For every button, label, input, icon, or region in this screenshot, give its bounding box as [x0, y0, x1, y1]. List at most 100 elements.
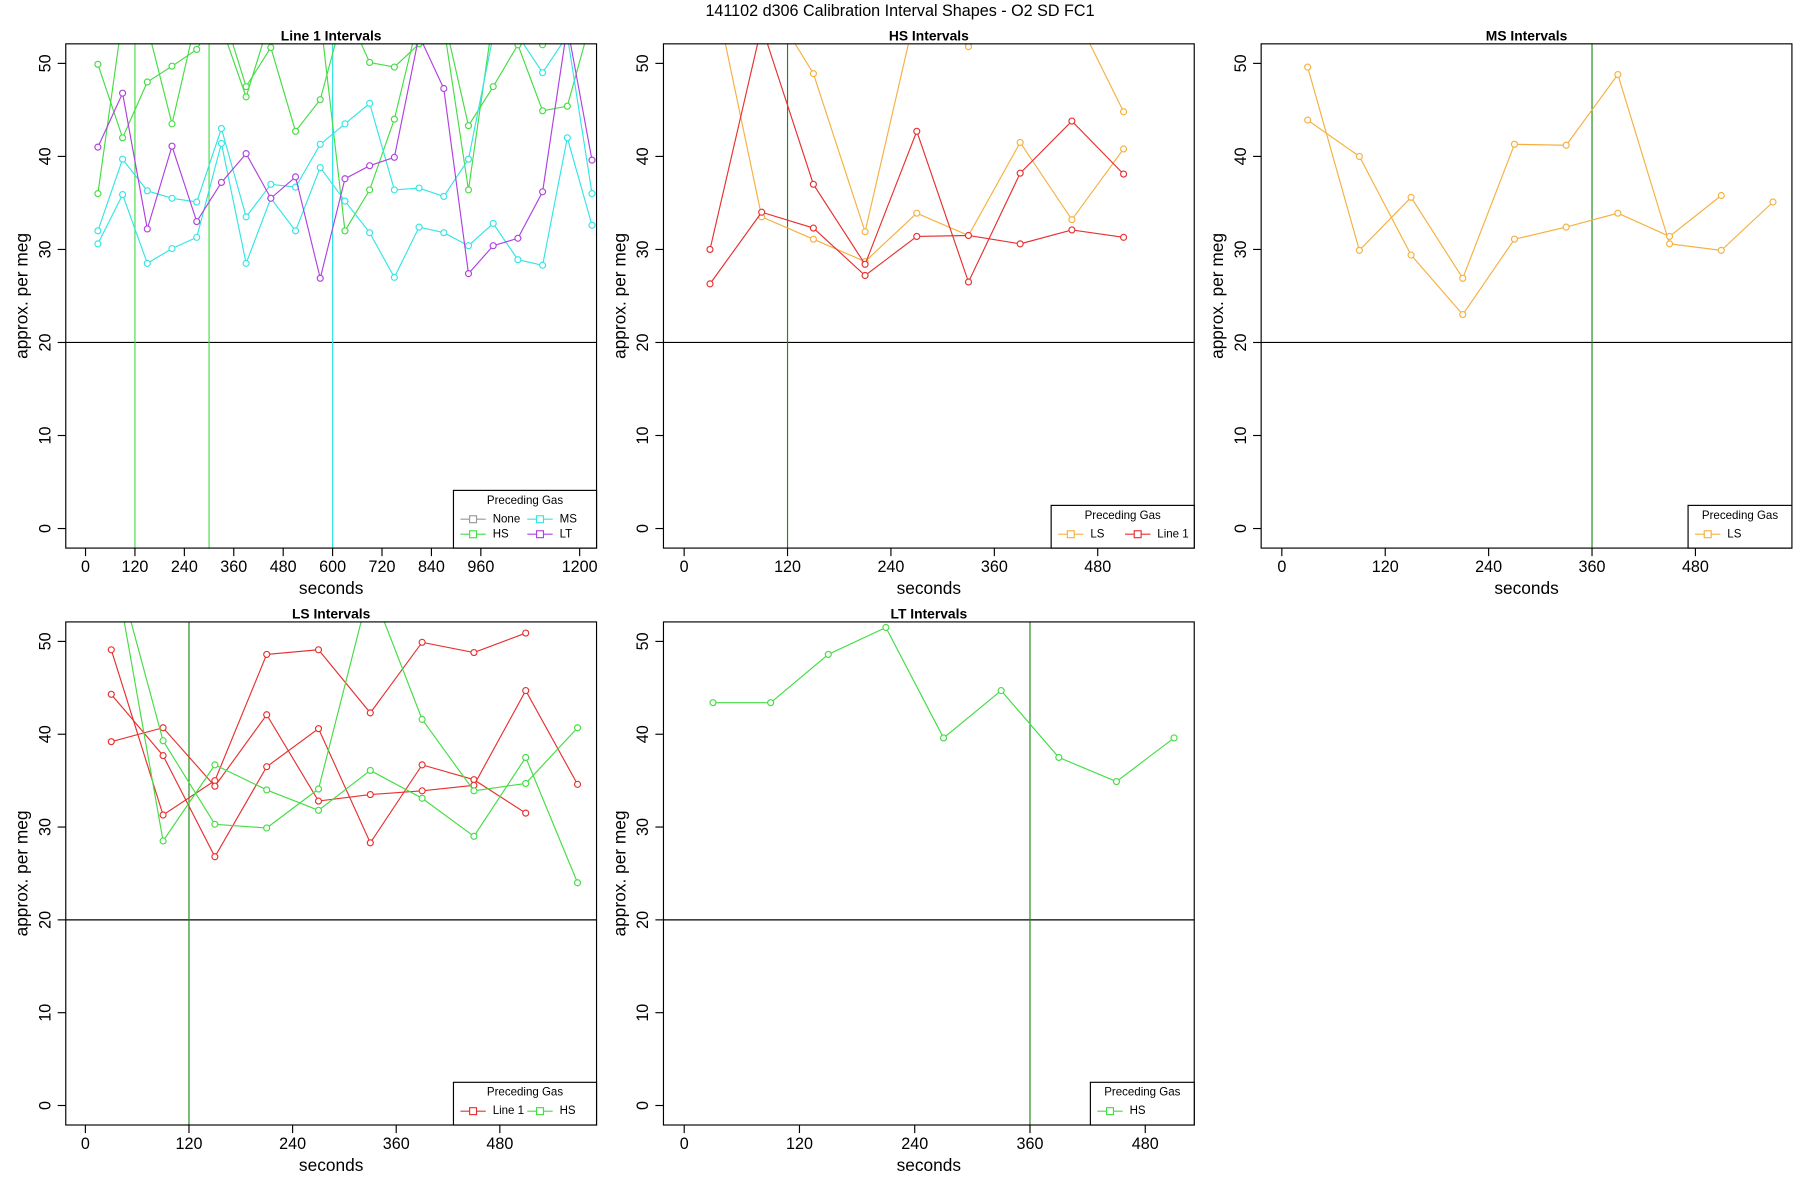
data-point	[94, 240, 102, 248]
x-tick-label: 120	[1372, 558, 1399, 576]
data-point	[964, 231, 973, 240]
data-point	[573, 780, 582, 788]
x-tick-label: 240	[279, 1135, 306, 1153]
x-tick-label: 480	[270, 558, 297, 576]
data-point	[314, 797, 323, 805]
data-point	[522, 753, 530, 762]
super-title: 141102 d306 Calibration Interval Shapes …	[705, 2, 1094, 20]
data-point	[809, 224, 817, 232]
data-point	[441, 14, 447, 20]
data-point	[1614, 209, 1622, 217]
data-point	[291, 173, 300, 181]
x-tick-label: 360	[981, 558, 1008, 576]
data-point	[291, 127, 300, 135]
y-tick-label: 40	[634, 147, 652, 165]
legend: Preceding Gas LS Line 1	[1050, 504, 1195, 549]
panel: MS Intervals seconds approx. per meg 0 120 24…	[1207, 28, 1793, 598]
series-line	[97, 43, 586, 140]
data-point	[1459, 310, 1467, 319]
plot-frame	[662, 621, 1195, 1126]
data-point	[263, 786, 271, 794]
y-tick-label: 0	[36, 1101, 54, 1110]
data-point	[539, 188, 547, 196]
legend: Preceding Gas None HS MS LT	[452, 489, 598, 549]
legend: Preceding Gas Line 1 HS	[452, 1081, 598, 1126]
data-point	[1016, 240, 1024, 248]
data-point	[539, 107, 547, 115]
y-tick-label: 30	[634, 240, 652, 258]
data-point	[390, 273, 398, 281]
data-point	[193, 217, 201, 226]
data-point	[1112, 777, 1121, 786]
data-point	[913, 127, 921, 135]
x-tick-label: 0	[81, 558, 90, 576]
legend-label: Line 1	[493, 1105, 524, 1117]
data-point	[119, 89, 127, 97]
data-point	[1016, 169, 1024, 177]
data-point	[242, 93, 250, 101]
data-point	[316, 274, 324, 282]
data-point	[366, 839, 374, 847]
y-axis-label: approx. per meg	[12, 810, 32, 936]
data-point	[514, 234, 522, 242]
data-point	[120, 14, 126, 20]
x-tick-label: 1200	[562, 558, 598, 576]
plot-area	[65, 5, 597, 549]
data-point	[489, 219, 497, 227]
data-point	[159, 837, 167, 845]
data-point	[159, 752, 167, 760]
data-point	[217, 178, 225, 187]
series-line	[709, 43, 1124, 284]
legend: Preceding Gas HS	[1089, 1081, 1195, 1126]
y-tick-label: 50	[36, 54, 54, 72]
data-point	[882, 623, 890, 632]
legend-symbol	[535, 515, 545, 524]
data-point	[242, 150, 250, 158]
data-point	[242, 213, 250, 221]
data-point	[94, 190, 102, 198]
data-point	[1068, 117, 1076, 125]
data-point	[515, 32, 521, 38]
plot-frame	[662, 43, 1195, 549]
series-line	[123, 621, 579, 883]
legend: Preceding Gas LS	[1687, 504, 1793, 549]
y-tick-label: 10	[36, 1004, 54, 1022]
y-tick-label: 40	[36, 725, 54, 743]
data-point	[564, 23, 570, 29]
data-point	[107, 738, 115, 746]
data-point	[964, 278, 973, 286]
series-line	[130, 621, 578, 829]
legend-symbol	[469, 530, 478, 539]
panel-title: HS Intervals	[889, 28, 969, 44]
legend-symbol	[535, 530, 545, 539]
data-point	[588, 221, 596, 229]
data-point	[440, 229, 448, 237]
data-point	[415, 223, 423, 231]
x-tick-label: 0	[81, 1135, 90, 1153]
x-tick-label: 480	[1682, 558, 1709, 576]
data-point	[1119, 170, 1128, 178]
y-tick-label: 20	[1232, 333, 1250, 351]
data-point	[809, 235, 817, 243]
data-point	[211, 782, 219, 790]
data-point	[194, 14, 200, 20]
data-point	[390, 153, 398, 161]
legend-symbol	[1105, 1107, 1115, 1116]
data-point	[168, 194, 176, 202]
x-axis-label: seconds	[299, 578, 364, 598]
data-point	[144, 23, 150, 29]
data-point	[939, 734, 948, 742]
data-point	[573, 724, 582, 732]
data-point	[573, 879, 582, 887]
data-point	[709, 699, 717, 707]
data-point	[1562, 141, 1570, 149]
data-point	[706, 245, 714, 254]
data-point	[291, 227, 300, 235]
x-tick-label: 240	[171, 558, 198, 576]
data-point	[342, 5, 348, 11]
legend-title: Preceding Gas	[487, 495, 563, 507]
legend-label: Line 1	[1157, 528, 1188, 540]
data-point	[366, 709, 374, 717]
data-point	[159, 737, 167, 745]
data-point	[366, 58, 374, 67]
